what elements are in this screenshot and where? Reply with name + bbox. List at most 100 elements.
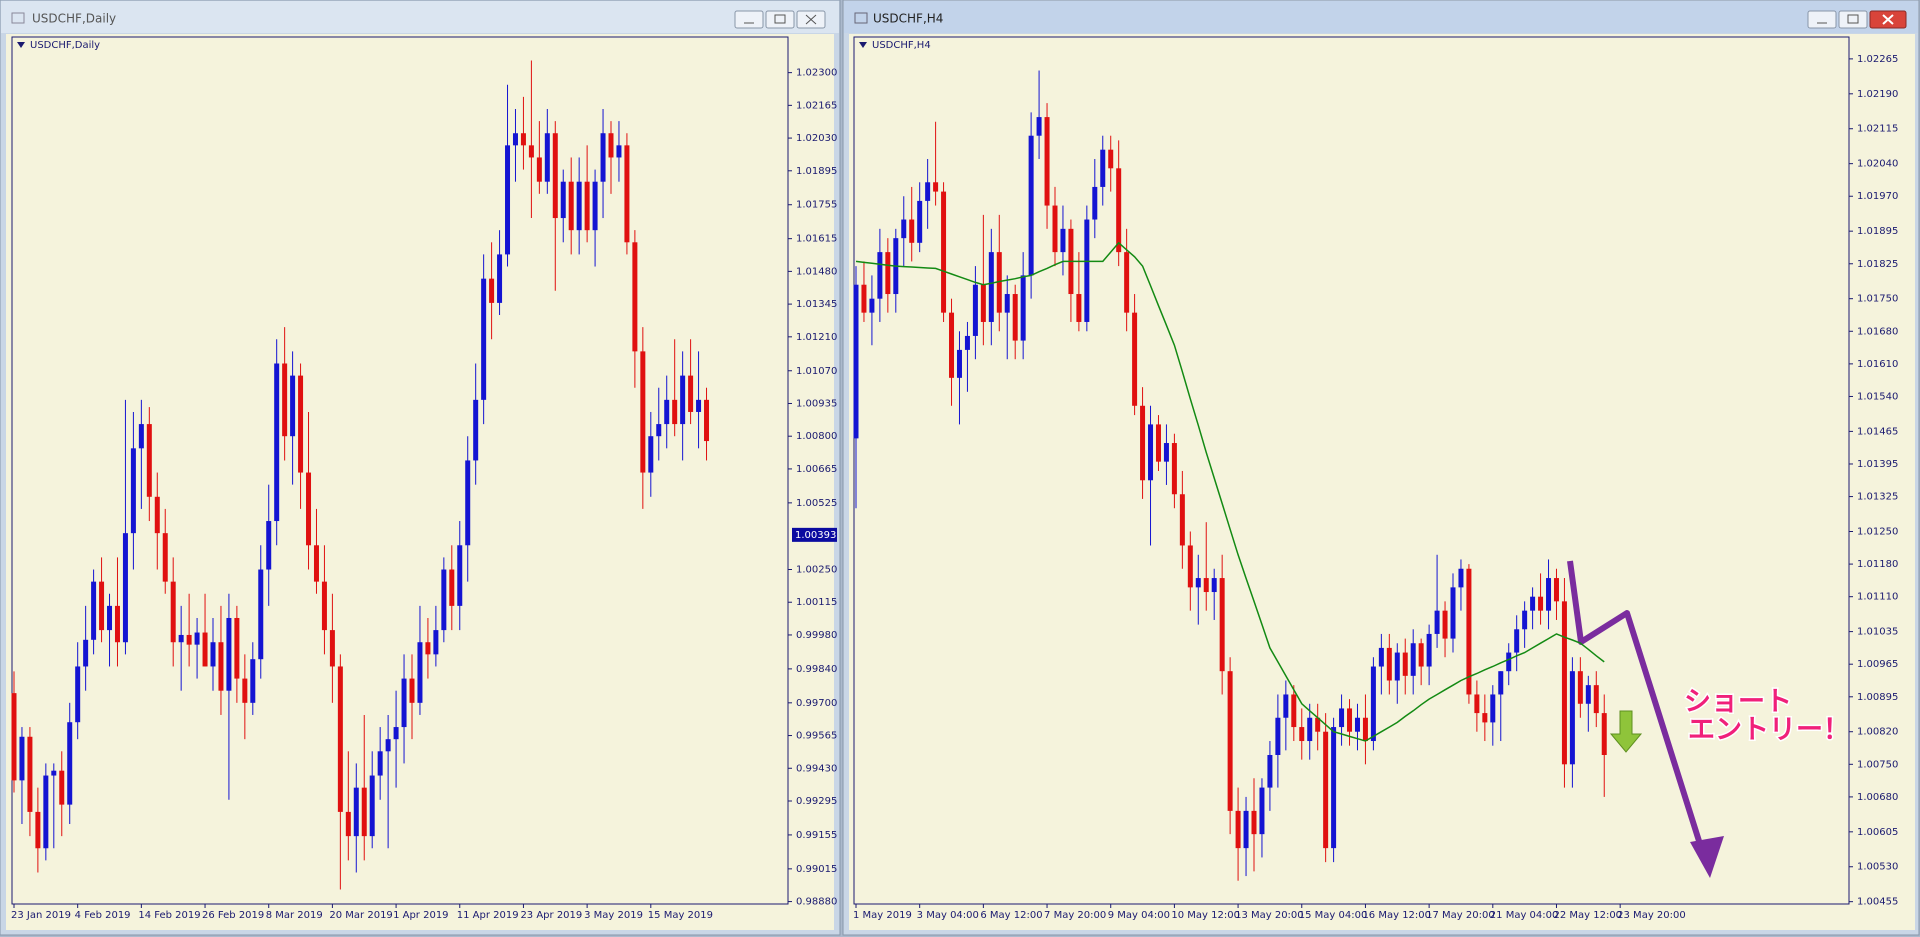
x-tick-label: 4 Feb 2019 [75, 910, 131, 921]
candle-body [688, 375, 694, 412]
candle-body [672, 399, 678, 425]
candle-body [321, 581, 327, 631]
candle-body [1410, 643, 1416, 676]
y-tick-label: 1.02190 [1857, 89, 1898, 100]
candle-body [1315, 717, 1321, 732]
candle-body [1546, 578, 1552, 611]
y-tick-label: 1.01540 [1857, 391, 1898, 402]
y-tick-label: 1.02030 [796, 133, 837, 144]
candle-body [648, 436, 654, 473]
candle-body [1036, 117, 1042, 136]
candle-body [313, 545, 319, 582]
candle-body [497, 254, 503, 303]
candle-body [1458, 568, 1464, 588]
candle-body [170, 581, 176, 643]
candle-body [425, 642, 431, 655]
window-buttons[interactable] [734, 10, 826, 29]
x-tick-label: 13 May 20:00 [1235, 910, 1304, 921]
candle-body [980, 284, 986, 322]
candle-body [1243, 810, 1249, 849]
y-tick-label: 1.01680 [1857, 326, 1898, 337]
candle-body [186, 634, 192, 645]
x-tick-label: 23 May 20:00 [1617, 910, 1686, 921]
y-tick-label: 1.01610 [1857, 359, 1898, 370]
x-tick-label: 14 Feb 2019 [138, 910, 200, 921]
y-tick-label: 1.02265 [1857, 54, 1898, 65]
candle-body [1140, 405, 1146, 481]
candle-body [433, 630, 439, 655]
candle-body [861, 284, 867, 313]
candle-body [1028, 135, 1034, 276]
candle-body [481, 278, 487, 400]
candle-body [353, 787, 359, 837]
y-tick-label: 0.99840 [796, 664, 837, 675]
candle-body [417, 642, 423, 703]
candle-body [1004, 294, 1010, 313]
y-tick-label: 0.99430 [796, 763, 837, 774]
annotation: エントリー！ [1688, 715, 1850, 746]
candle-body [536, 157, 542, 182]
candle-body [1171, 443, 1177, 495]
candle-body [1498, 671, 1504, 695]
candle-body [1195, 578, 1201, 588]
candle-body [1155, 424, 1161, 462]
x-tick-label: 15 May 04:00 [1299, 910, 1368, 921]
candle-body [616, 145, 622, 158]
candle-body [1347, 708, 1353, 732]
candle-body [146, 424, 152, 497]
candle-body [1179, 494, 1185, 546]
window-buttons[interactable] [1807, 10, 1907, 29]
y-tick-label: 1.00895 [1857, 692, 1898, 703]
candle-body [576, 181, 582, 231]
candle-body [1339, 708, 1345, 728]
x-tick-label: 21 May 04:00 [1490, 910, 1559, 921]
candle-body [1203, 578, 1209, 593]
candle-body [138, 424, 144, 449]
candle-body [441, 569, 447, 631]
candle-body [290, 375, 296, 437]
y-tick-label: 1.00525 [796, 498, 837, 509]
candle-body [250, 659, 256, 703]
candle-body [1394, 652, 1400, 681]
chart-label: USDCHF,H4 [872, 40, 931, 51]
candle-body [1076, 294, 1082, 322]
x-tick-label: 23 Jan 2019 [11, 910, 71, 921]
candle-body [1267, 754, 1273, 788]
y-tick-label: 1.02040 [1857, 159, 1898, 170]
x-tick-label: 16 May 12:00 [1362, 910, 1431, 921]
candle-body [1569, 671, 1575, 765]
candle-body [130, 448, 136, 534]
y-tick-label: 0.99565 [796, 731, 837, 742]
price-label-box [792, 527, 837, 542]
candle-body [1227, 671, 1233, 811]
x-tick-label: 15 May 2019 [648, 910, 713, 921]
candle-body [1538, 596, 1544, 611]
candle-body [568, 181, 574, 231]
candle-body [218, 642, 224, 691]
candle-body [274, 363, 280, 522]
candle-body [27, 736, 33, 812]
y-tick-label: 0.98880 [796, 897, 837, 908]
candle-body [901, 219, 907, 239]
candle-body [552, 133, 558, 219]
window-icon [854, 12, 868, 24]
candle-body [1514, 629, 1520, 653]
candle-body [258, 569, 264, 660]
candle-body [640, 351, 646, 473]
candle-body [544, 133, 550, 182]
y-tick-label: 1.01110 [1857, 592, 1898, 603]
y-tick-label: 0.99295 [796, 796, 837, 807]
y-tick-label: 1.01895 [1857, 226, 1898, 237]
candle-body [1163, 443, 1169, 462]
candle-body [282, 363, 288, 437]
x-tick-label: 11 Apr 2019 [457, 910, 519, 921]
candle-body [345, 811, 351, 837]
candle-body [964, 335, 970, 350]
candle-body [1362, 717, 1368, 742]
x-tick-label: 7 May 20:00 [1044, 910, 1106, 921]
y-tick-label: 1.01345 [796, 299, 837, 310]
candle-body [1012, 294, 1018, 341]
trade-arrow [1567, 560, 1708, 861]
candle-body [465, 460, 471, 546]
